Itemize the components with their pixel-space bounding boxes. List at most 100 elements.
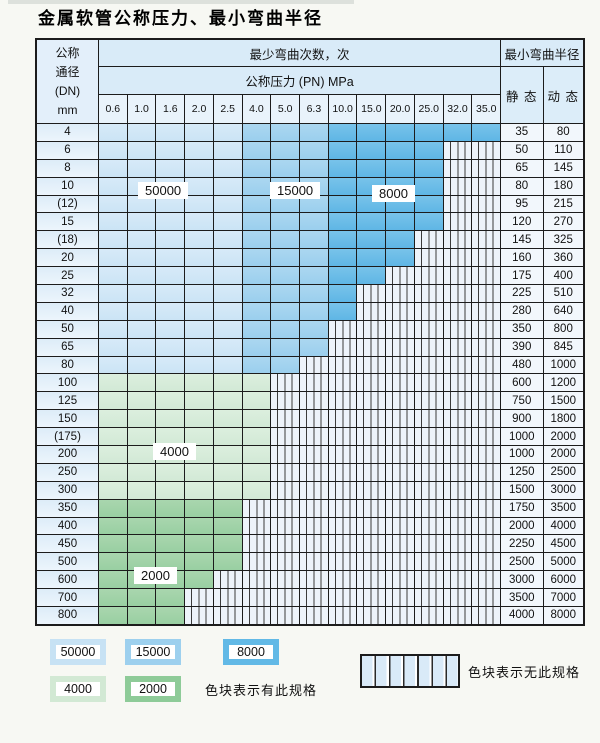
no-spec-cell — [472, 356, 501, 374]
dynamic-radius-cell: 7000 — [543, 589, 583, 607]
spec-cell-8000 — [414, 195, 444, 213]
no-spec-cell — [213, 571, 243, 589]
spec-cell-50000 — [156, 267, 186, 285]
dn-cell: 250 — [37, 463, 99, 481]
pressure-value-header: 1.6 — [156, 95, 186, 123]
static-radius-cell: 280 — [501, 302, 544, 320]
no-spec-cell — [300, 571, 329, 589]
no-spec-cell — [300, 374, 329, 392]
spec-cell-50000 — [185, 124, 214, 141]
dn-cell: 15 — [37, 213, 99, 231]
no-spec-cell — [414, 499, 444, 517]
table-row: 15 120 270 — [37, 212, 583, 231]
dynamic-radius-cell: 5000 — [543, 553, 583, 571]
no-spec-cell — [414, 589, 444, 607]
spec-cell-15000 — [271, 159, 301, 177]
no-spec-cell — [414, 338, 444, 356]
spec-cell-50000 — [213, 338, 243, 356]
spec-cell-4000 — [99, 410, 128, 428]
no-spec-cell — [472, 302, 501, 320]
spec-cell-2000 — [99, 553, 128, 571]
pressure-value-header: 1.0 — [127, 95, 157, 123]
pressure-cells — [99, 124, 501, 141]
band-label-8000: 8000 — [372, 185, 415, 202]
no-spec-cell — [443, 517, 473, 535]
spec-cell-4000 — [99, 374, 128, 392]
spec-cell-4000 — [185, 374, 214, 392]
spec-cell-2000 — [127, 553, 157, 571]
no-spec-cell — [386, 428, 415, 446]
spec-cell-50000 — [127, 249, 157, 267]
no-spec-cell — [414, 481, 444, 499]
spec-cell-2000 — [127, 517, 157, 535]
spec-cell-50000 — [99, 267, 128, 285]
dynamic-radius-cell: 400 — [543, 267, 583, 285]
spec-cell-4000 — [156, 463, 186, 481]
spec-cell-50000 — [185, 231, 214, 249]
static-radius-cell: 3000 — [501, 571, 544, 589]
no-spec-cell — [386, 463, 415, 481]
spec-cell-50000 — [156, 231, 186, 249]
dn-cell: 400 — [37, 517, 99, 535]
static-radius-cell: 145 — [501, 231, 544, 249]
table-row: 125 750 1500 — [37, 391, 583, 410]
no-spec-cell — [271, 535, 301, 553]
no-spec-cell — [357, 607, 387, 624]
spec-cell-8000 — [414, 177, 444, 195]
table-row: 40 280 640 — [37, 301, 583, 320]
no-spec-cell — [271, 446, 301, 463]
table-row: 20 160 360 — [37, 248, 583, 267]
spec-cell-4000 — [156, 374, 186, 392]
spec-cell-15000 — [271, 338, 301, 356]
spec-cell-50000 — [156, 141, 186, 159]
no-spec-cell — [414, 392, 444, 410]
pressure-cells — [99, 249, 501, 267]
pressure-cells — [99, 231, 501, 249]
pressure-cells — [99, 589, 501, 607]
pressure-cells — [99, 356, 501, 374]
no-spec-cell — [472, 446, 501, 463]
spec-cell-50000 — [213, 195, 243, 213]
scan-edge-artifact — [8, 0, 354, 4]
spec-cell-8000 — [386, 249, 415, 267]
no-spec-cell — [328, 517, 358, 535]
spec-cell-4000 — [127, 374, 157, 392]
no-spec-cell — [328, 392, 358, 410]
spec-cell-4000 — [213, 374, 243, 392]
spec-cell-4000 — [242, 481, 272, 499]
no-spec-cell — [472, 141, 501, 159]
pressure-cells — [99, 320, 501, 338]
no-spec-cell — [300, 517, 329, 535]
no-spec-cell — [414, 571, 444, 589]
no-spec-cell — [357, 320, 387, 338]
spec-cell-4000 — [185, 392, 214, 410]
no-spec-cell — [357, 392, 387, 410]
dn-cell: 125 — [37, 392, 99, 410]
no-spec-cell — [414, 607, 444, 624]
dn-cell: 40 — [37, 302, 99, 320]
table-row: 25 175 400 — [37, 266, 583, 285]
no-spec-cell — [300, 481, 329, 499]
no-spec-cell — [414, 267, 444, 285]
table-row: 65 390 845 — [37, 337, 583, 356]
no-spec-cell — [443, 231, 473, 249]
dn-cell: 300 — [37, 481, 99, 499]
pressure-cells — [99, 267, 501, 285]
table-row: 250 1250 2500 — [37, 462, 583, 481]
no-spec-cell — [242, 589, 272, 607]
no-spec-cell — [443, 285, 473, 302]
spec-cell-50000 — [99, 213, 128, 231]
static-radius-cell: 480 — [501, 356, 544, 374]
table-row: 80 480 1000 — [37, 355, 583, 374]
spec-cell-8000 — [472, 124, 501, 141]
spec-cell-8000 — [443, 124, 473, 141]
legend-swatch-4000: 4000 — [50, 676, 106, 702]
dn-cell: 350 — [37, 499, 99, 517]
no-spec-cell — [300, 499, 329, 517]
spec-cell-15000 — [300, 195, 329, 213]
no-spec-cell — [386, 499, 415, 517]
dynamic-radius-cell: 215 — [543, 195, 583, 213]
dn-cell: 50 — [37, 320, 99, 338]
spec-cell-2000 — [156, 535, 186, 553]
spec-cell-4000 — [156, 410, 186, 428]
